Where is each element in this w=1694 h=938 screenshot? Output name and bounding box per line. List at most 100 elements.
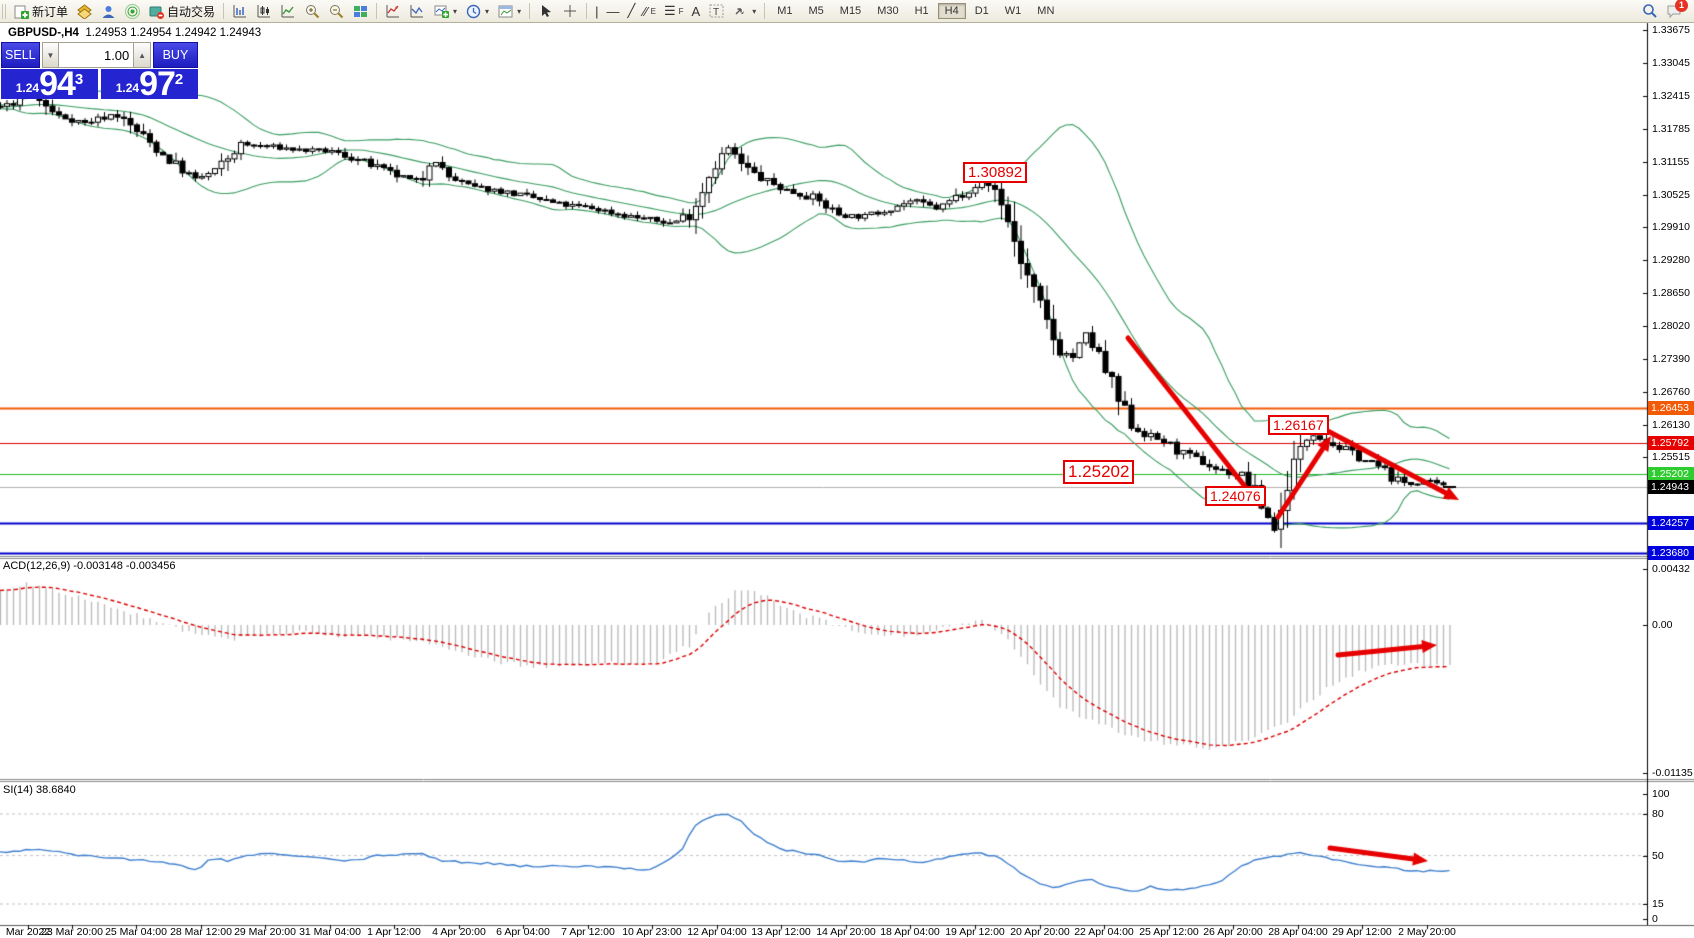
price-axis-tick: 1.33675 <box>1652 24 1690 36</box>
channel-tool-button[interactable]: ∕∕ E <box>639 1 660 21</box>
macd-indicator-label: ACD(12,26,9) -0.003148 -0.003456 <box>3 560 176 572</box>
price-axis-tick: 1.28020 <box>1652 320 1690 333</box>
timeframe-m5-button[interactable]: M5 <box>808 5 824 17</box>
price-callout[interactable]: 1.26167 <box>1268 415 1329 436</box>
hline-icon: — <box>606 3 620 19</box>
crosshair-tool-button[interactable] <box>558 1 582 21</box>
time-axis-label: 23 Mar 20:00 <box>41 926 103 938</box>
toolbar-separator <box>586 3 588 19</box>
time-axis-label: 22 Apr 04:00 <box>1074 926 1134 938</box>
text-icon: A <box>691 3 701 19</box>
sell-price-sup: 3 <box>74 71 84 88</box>
search-button[interactable] <box>1638 1 1662 21</box>
indicator-list-icon <box>409 3 425 19</box>
price-axis-tick: 1.33045 <box>1652 56 1690 69</box>
time-axis-label: 25 Mar 04:00 <box>105 926 167 938</box>
volume-input[interactable] <box>59 42 134 68</box>
toolbar-separator <box>223 3 225 19</box>
vline-icon: | <box>595 3 599 19</box>
timeframe-m30-button[interactable]: M30 <box>877 5 899 17</box>
text-tool-button[interactable]: A <box>688 1 705 21</box>
template-button[interactable]: ▾ <box>493 1 525 21</box>
toolbar-grip[interactable] <box>2 3 7 19</box>
auto-trading-button[interactable]: 自动交易 <box>144 1 219 21</box>
notifications-button[interactable]: 1 <box>1662 0 1688 21</box>
timeframe-mn-button[interactable]: MN <box>1037 5 1055 17</box>
fibonacci-tool-letter: F <box>678 6 684 16</box>
indicators-button[interactable] <box>381 1 405 21</box>
rsi-axis-tick: 15 <box>1652 897 1664 910</box>
trendline-tool-button[interactable]: ╱ <box>623 1 639 21</box>
price-callout[interactable]: 1.25202 <box>1063 460 1135 484</box>
tile-windows-button[interactable] <box>348 1 372 21</box>
arrows-tool-button[interactable]: ▾ <box>728 1 760 21</box>
timeframe-m15-button[interactable]: M15 <box>839 5 862 17</box>
tile-windows-icon <box>352 3 368 19</box>
period-button[interactable]: ▾ <box>461 1 493 21</box>
rsi-axis-tick: 0 <box>1652 913 1658 925</box>
svg-text:T: T <box>713 7 719 18</box>
label-tool-button[interactable]: T <box>704 1 728 21</box>
cursor-icon <box>538 3 554 19</box>
crosshair-icon <box>562 3 578 19</box>
volume-increase-button[interactable]: ▲ <box>133 42 151 68</box>
price-axis-badge: 1.25202 <box>1648 466 1694 481</box>
time-axis-label: 7 Apr 12:00 <box>561 926 615 938</box>
main-toolbar: 新订单 自动交易 <box>0 0 1694 23</box>
bar-chart-button[interactable] <box>228 1 252 21</box>
buy-price-quote[interactable]: 1.24 97 2 <box>101 67 198 101</box>
zoom-out-button[interactable] <box>324 1 348 21</box>
layers-icon <box>76 3 92 19</box>
indicator-list-button[interactable] <box>405 1 429 21</box>
toolbar-separator <box>529 3 531 19</box>
metaeditor-button[interactable] <box>96 1 120 21</box>
timeframe-d1-button[interactable]: D1 <box>974 5 989 17</box>
price-axis-tick: 1.31785 <box>1652 122 1690 135</box>
time-axis-label: 10 Apr 23:00 <box>622 926 682 938</box>
signal-button[interactable] <box>120 1 144 21</box>
zoom-in-icon <box>304 3 320 19</box>
time-axis-label: 31 Mar 04:00 <box>299 926 361 938</box>
time-axis-label: 19 Apr 12:00 <box>945 926 1005 938</box>
arrows-icon <box>732 3 748 19</box>
sell-button[interactable]: SELL <box>1 42 40 68</box>
timeframe-h1-button[interactable]: H1 <box>914 5 929 17</box>
vertical-line-tool-button[interactable]: | <box>591 1 602 21</box>
layers-button[interactable] <box>72 1 96 21</box>
candlestick-chart-button[interactable] <box>252 1 276 21</box>
autotrade-icon <box>148 3 164 19</box>
time-axis-label: 28 Apr 04:00 <box>1268 926 1328 938</box>
sell-price-quote[interactable]: 1.24 94 3 <box>1 67 98 101</box>
buy-button[interactable]: BUY <box>152 42 198 68</box>
channel-icon: ∕∕ <box>643 3 648 19</box>
label-icon: T <box>708 3 724 19</box>
price-axis-tick: 1.29280 <box>1652 254 1690 267</box>
cursor-tool-button[interactable] <box>534 1 558 21</box>
rsi-axis-tick: 80 <box>1652 808 1664 820</box>
price-callout[interactable]: 1.30892 <box>963 162 1028 184</box>
price-axis-badge: 1.23680 <box>1648 546 1694 561</box>
macd-axis-tick: 0.00 <box>1652 619 1673 631</box>
price-axis-tick: 1.27390 <box>1652 353 1690 366</box>
add-chart-button[interactable]: ▾ <box>429 1 461 21</box>
timeframe-bar: M1 M5 M15 M30 H1 H4 D1 W1 MN <box>769 3 1062 19</box>
line-chart-button[interactable] <box>276 1 300 21</box>
zoom-in-button[interactable] <box>300 1 324 21</box>
new-order-button[interactable]: 新订单 <box>9 1 72 21</box>
horizontal-line-tool-button[interactable]: — <box>602 1 623 21</box>
rsi-axis-tick: 100 <box>1652 788 1670 800</box>
price-axis-tick: 1.26130 <box>1652 419 1690 432</box>
new-order-label: 新订单 <box>32 4 69 19</box>
timeframe-h4-button[interactable]: H4 <box>937 3 966 19</box>
toolbar-separator <box>764 3 766 19</box>
time-axis-label: 12 Apr 04:00 <box>687 926 747 938</box>
trendline-icon: ╱ <box>627 3 636 18</box>
fibonacci-tool-button[interactable]: ☰ F <box>660 1 688 21</box>
price-callout[interactable]: 1.24076 <box>1205 486 1266 507</box>
timeframe-w1-button[interactable]: W1 <box>1004 5 1022 17</box>
timeframe-m1-button[interactable]: M1 <box>777 5 793 17</box>
volume-decrease-button[interactable]: ▼ <box>41 42 60 68</box>
price-axis-tick: 1.31155 <box>1652 155 1690 168</box>
buy-price-prefix: 1.24 <box>115 81 140 95</box>
